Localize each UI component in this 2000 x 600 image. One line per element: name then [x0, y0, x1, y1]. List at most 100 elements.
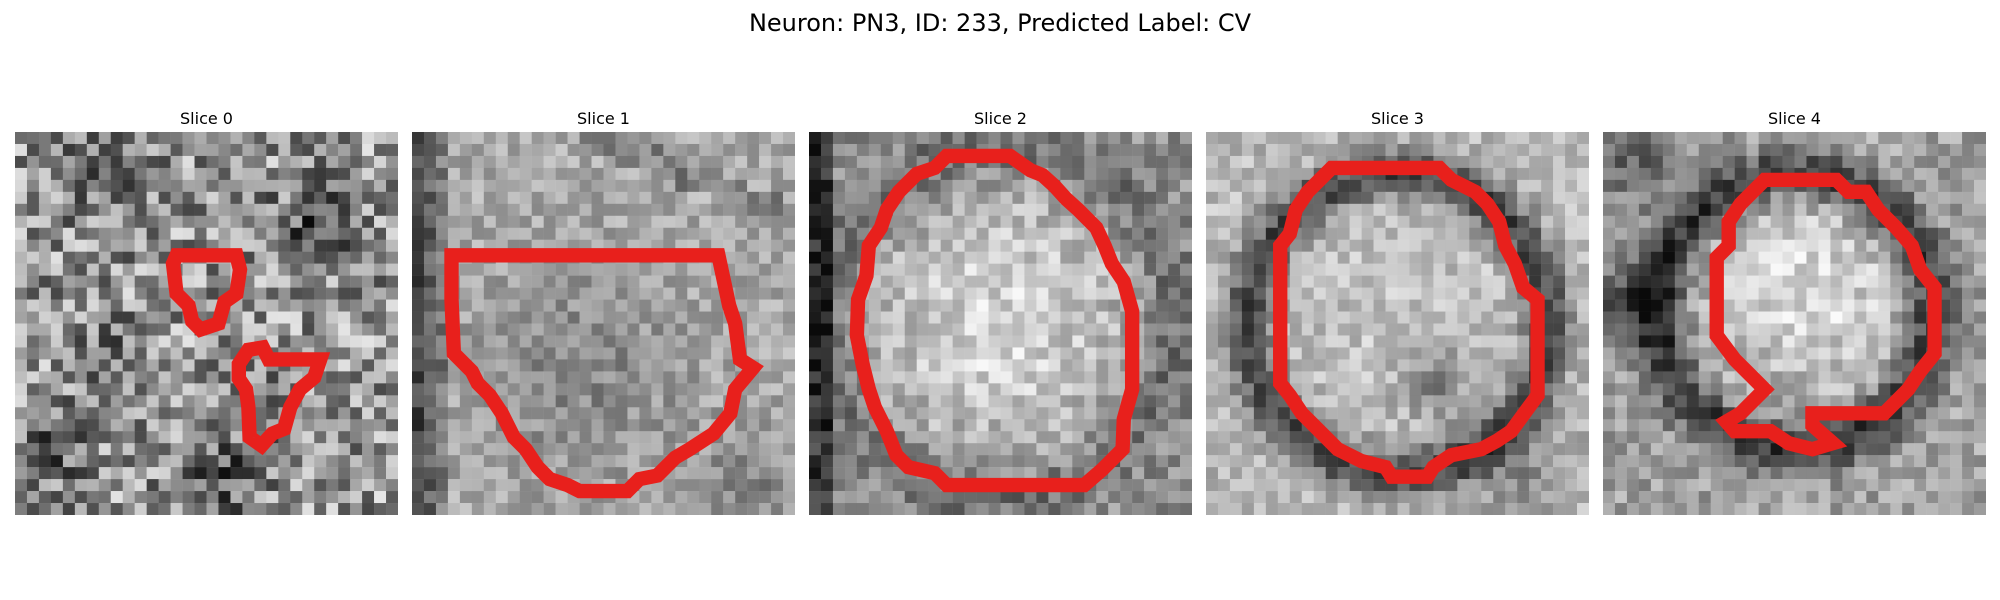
image-pixel	[1529, 491, 1542, 504]
image-pixel	[1938, 143, 1951, 157]
image-pixel	[1421, 431, 1434, 444]
image-pixel	[362, 467, 375, 480]
image-pixel	[1650, 455, 1664, 468]
image-pixel	[1794, 275, 1807, 288]
image-pixel	[1505, 347, 1518, 360]
image-pixel	[302, 132, 315, 145]
image-pixel	[880, 371, 894, 384]
image-pixel	[1626, 335, 1640, 348]
image-pixel	[1626, 287, 1640, 300]
image-pixel	[1902, 431, 1915, 444]
image-pixel	[771, 455, 784, 468]
image-pixel	[1806, 191, 1819, 205]
image-pixel	[1541, 503, 1554, 515]
image-pixel	[1313, 479, 1326, 492]
image-pixel	[1361, 287, 1374, 300]
image-pixel	[1806, 143, 1819, 157]
image-pixel	[543, 203, 556, 217]
image-pixel	[952, 503, 965, 515]
image-pixel	[1229, 347, 1243, 360]
image-pixel	[964, 203, 977, 217]
slice-title: Slice 4	[1768, 109, 1821, 128]
image-pixel	[1734, 179, 1747, 193]
image-pixel	[916, 299, 929, 312]
image-pixel	[206, 419, 219, 432]
image-pixel	[1060, 455, 1073, 468]
image-pixel	[1758, 191, 1771, 205]
image-pixel	[1265, 467, 1279, 480]
image-pixel	[1132, 275, 1145, 288]
image-pixel	[1000, 263, 1013, 276]
image-pixel	[1686, 443, 1699, 456]
image-pixel	[567, 323, 580, 336]
image-pixel	[519, 203, 532, 217]
image-pixel	[266, 407, 279, 420]
image-pixel	[1036, 239, 1049, 252]
image-pixel	[50, 359, 64, 372]
image-pixel	[1433, 311, 1446, 324]
image-pixel	[747, 335, 760, 348]
image-pixel	[880, 299, 894, 312]
image-pixel	[1650, 143, 1664, 157]
image-pixel	[639, 335, 652, 348]
image-pixel	[1541, 419, 1554, 432]
image-pixel	[1806, 203, 1819, 217]
image-pixel	[1277, 443, 1291, 456]
image-pixel	[1132, 239, 1145, 252]
image-pixel	[868, 299, 882, 312]
image-pixel	[1361, 419, 1374, 432]
image-pixel	[904, 383, 917, 396]
image-pixel	[170, 383, 183, 396]
image-pixel	[1325, 335, 1338, 348]
image-pixel	[1950, 167, 1963, 181]
image-pixel	[326, 299, 339, 312]
image-pixel	[1614, 383, 1628, 396]
image-pixel	[1577, 323, 1589, 336]
image-pixel	[1926, 227, 1939, 240]
image-pixel	[1253, 347, 1267, 360]
image-pixel	[1830, 155, 1843, 169]
image-pixel	[1722, 323, 1735, 336]
image-pixel	[1481, 239, 1494, 252]
image-pixel	[771, 479, 784, 492]
image-pixel	[1734, 323, 1747, 336]
image-pixel	[1036, 455, 1049, 468]
image-pixel	[832, 455, 846, 468]
image-pixel	[146, 191, 159, 205]
image-pixel	[266, 479, 279, 492]
image-pixel	[1782, 251, 1795, 264]
image-pixel	[759, 407, 772, 420]
image-pixel	[1337, 203, 1350, 217]
image-pixel	[651, 227, 664, 240]
image-pixel	[1289, 419, 1302, 432]
image-pixel	[374, 215, 387, 228]
image-pixel	[1878, 179, 1891, 193]
image-pixel	[374, 431, 387, 444]
image-pixel	[134, 467, 147, 480]
image-pixel	[110, 347, 123, 360]
image-pixel	[1878, 371, 1891, 384]
image-pixel	[1180, 419, 1192, 432]
image-pixel	[1144, 215, 1157, 228]
image-pixel	[1818, 251, 1831, 264]
image-pixel	[1638, 155, 1652, 169]
image-pixel	[362, 407, 375, 420]
image-pixel	[423, 275, 437, 288]
image-pixel	[1577, 287, 1589, 300]
image-pixel	[783, 251, 795, 264]
image-pixel	[182, 347, 195, 360]
image-pixel	[26, 191, 40, 205]
image-pixel	[1144, 419, 1157, 432]
image-pixel	[1674, 431, 1688, 444]
image-pixel	[627, 371, 640, 384]
image-pixel	[1866, 323, 1879, 336]
image-pixel	[1361, 503, 1374, 515]
image-pixel	[591, 407, 604, 420]
image-pixel	[771, 323, 784, 336]
image-pixel	[1842, 311, 1855, 324]
image-pixel	[1806, 215, 1819, 228]
image-pixel	[759, 467, 772, 480]
image-pixel	[326, 179, 339, 193]
image-pixel	[1313, 132, 1326, 145]
image-pixel	[1337, 239, 1350, 252]
